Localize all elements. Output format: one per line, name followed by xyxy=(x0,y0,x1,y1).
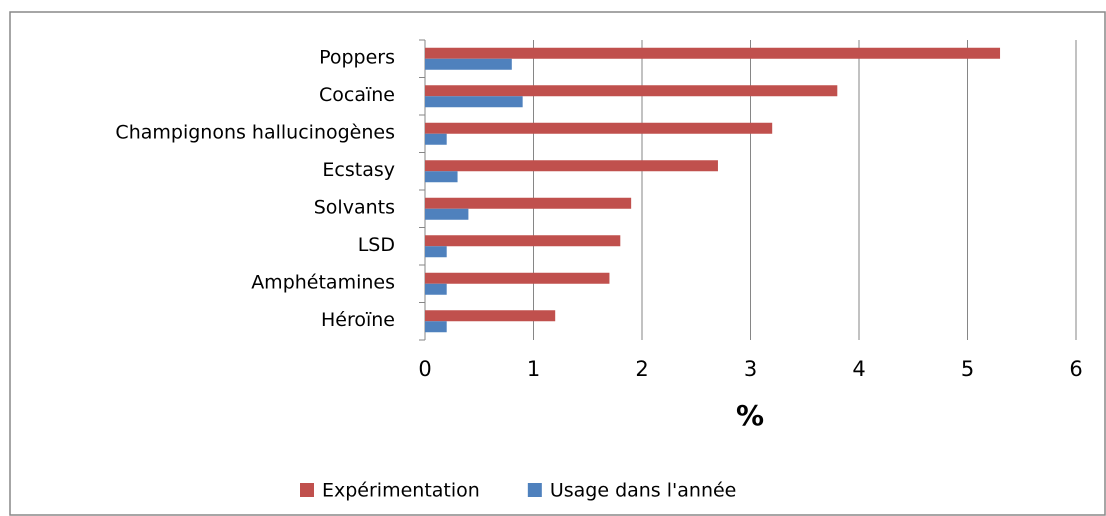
bar xyxy=(425,47,1001,59)
bar xyxy=(425,171,458,183)
x-tick-label: 3 xyxy=(744,357,757,381)
y-tick-label: Héroïne xyxy=(321,309,395,331)
y-tick-label: Ecstasy xyxy=(322,159,395,181)
legend-label: Usage dans l'année xyxy=(550,480,737,502)
bar xyxy=(425,208,469,220)
bar xyxy=(425,160,718,172)
bar xyxy=(425,321,447,333)
x-tick-label: 5 xyxy=(961,357,974,381)
y-tick-label: Solvants xyxy=(314,196,395,218)
bar xyxy=(425,58,512,70)
x-tick-label: 2 xyxy=(635,357,648,381)
legend-swatch xyxy=(300,483,314,497)
x-tick-label: 1 xyxy=(527,357,540,381)
legend-swatch xyxy=(527,483,542,497)
bar xyxy=(425,235,621,247)
bar xyxy=(425,272,610,284)
legend-label: Expérimentation xyxy=(322,480,480,502)
bar xyxy=(425,85,838,97)
bar xyxy=(425,122,773,134)
y-tick-label: LSD xyxy=(358,234,395,256)
y-tick-label: Cocaïne xyxy=(319,84,395,106)
y-tick-label: Champignons hallucinogènes xyxy=(115,121,395,143)
bar xyxy=(425,197,632,209)
x-axis-label: % xyxy=(736,399,764,432)
x-tick-label: 0 xyxy=(418,357,431,381)
x-tick-label: 4 xyxy=(852,357,865,381)
x-tick-label: 6 xyxy=(1069,357,1082,381)
y-tick-label: Poppers xyxy=(319,46,395,68)
bar xyxy=(425,246,447,258)
bar xyxy=(425,133,447,145)
bar xyxy=(425,96,523,108)
bar xyxy=(425,283,447,295)
bar xyxy=(425,310,556,322)
y-tick-label: Amphétamines xyxy=(251,271,395,293)
